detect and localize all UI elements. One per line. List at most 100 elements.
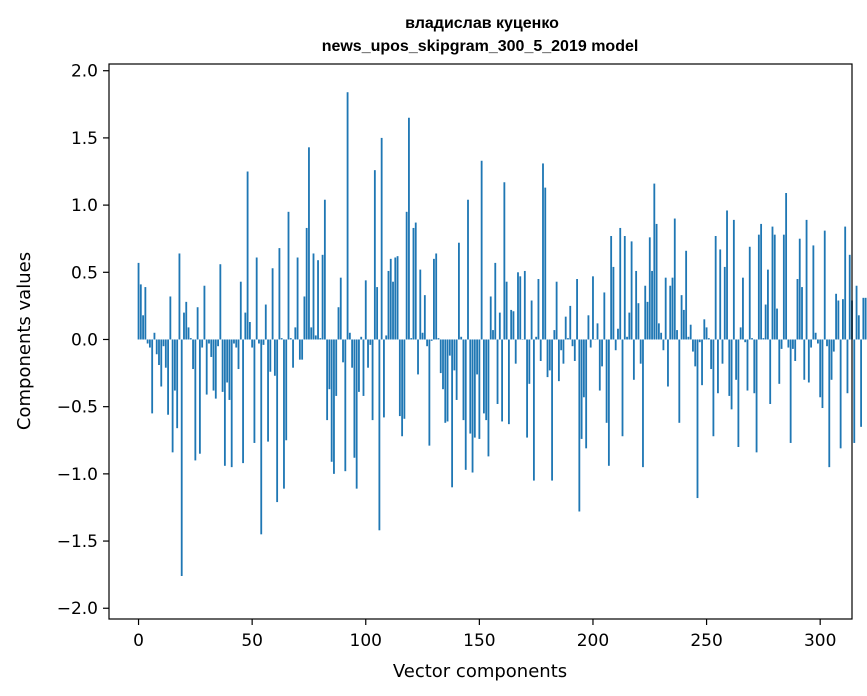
bar xyxy=(835,293,838,340)
bar xyxy=(289,338,292,340)
bar xyxy=(173,339,176,391)
bar xyxy=(805,219,808,340)
bars-group xyxy=(137,92,867,576)
bar xyxy=(326,339,329,421)
y-tick-label: 0.5 xyxy=(71,263,98,283)
y-tick-label: 2.0 xyxy=(71,62,98,82)
bar xyxy=(196,307,199,340)
bar xyxy=(773,234,776,340)
bar xyxy=(603,292,606,340)
bar xyxy=(721,339,724,364)
bar xyxy=(317,260,319,340)
y-tick-label: 1.5 xyxy=(71,129,98,149)
bar xyxy=(419,269,422,340)
bar xyxy=(489,296,492,340)
bar xyxy=(837,300,840,340)
bar xyxy=(203,285,206,340)
bar xyxy=(755,339,758,453)
bar xyxy=(426,339,429,347)
bar xyxy=(846,339,849,394)
bar xyxy=(387,270,390,340)
bar xyxy=(267,339,269,442)
bar xyxy=(769,339,772,404)
bar xyxy=(310,327,313,340)
bar xyxy=(560,339,563,351)
bar xyxy=(860,339,862,427)
bar xyxy=(569,305,572,340)
bar xyxy=(421,332,424,340)
bar xyxy=(771,226,774,340)
bar xyxy=(153,332,156,340)
bar xyxy=(562,339,565,364)
bar xyxy=(864,297,867,340)
bar xyxy=(333,339,335,474)
bar xyxy=(308,147,310,340)
bar xyxy=(264,304,267,340)
bar xyxy=(337,307,340,340)
bar xyxy=(223,339,226,466)
x-axis-label: Vector components xyxy=(393,661,567,682)
bar xyxy=(451,339,454,488)
bar xyxy=(780,339,783,349)
bar xyxy=(142,315,144,340)
bar xyxy=(205,339,208,395)
bar xyxy=(498,312,501,340)
bar xyxy=(342,339,344,363)
bar xyxy=(492,330,494,340)
bar xyxy=(144,287,147,340)
bar xyxy=(667,339,669,387)
bar xyxy=(735,339,738,380)
bar xyxy=(580,339,583,439)
bar xyxy=(480,160,483,340)
chart-subtitle: news_upos_skipgram_300_5_2019 model xyxy=(322,38,639,55)
bar xyxy=(246,171,249,340)
bar xyxy=(517,272,519,340)
bar xyxy=(505,281,508,340)
bar xyxy=(862,297,865,340)
bar xyxy=(719,249,722,340)
bar xyxy=(814,332,817,340)
x-tick-label: 150 xyxy=(463,631,495,651)
bar xyxy=(760,223,763,340)
x-tick-label: 200 xyxy=(577,631,609,651)
bar xyxy=(628,312,631,340)
bar xyxy=(582,339,585,398)
bar xyxy=(692,339,694,352)
bar xyxy=(210,339,213,357)
bar xyxy=(592,276,594,340)
bar xyxy=(467,199,469,340)
bar xyxy=(823,230,826,340)
bar xyxy=(185,301,188,340)
bar xyxy=(619,227,622,340)
bar xyxy=(698,339,701,343)
bar xyxy=(742,277,744,340)
bar xyxy=(532,339,535,481)
bar xyxy=(208,339,210,344)
bar xyxy=(537,279,540,340)
bar xyxy=(596,323,599,340)
bar xyxy=(767,269,769,340)
y-tick-label: 0.0 xyxy=(71,330,98,350)
bar xyxy=(394,257,397,340)
x-tick-label: 50 xyxy=(241,631,263,651)
bar xyxy=(151,339,154,414)
bar xyxy=(732,219,735,340)
bar xyxy=(551,339,553,481)
bar xyxy=(483,339,485,414)
bar xyxy=(401,339,404,437)
bar xyxy=(510,309,513,340)
bar xyxy=(258,339,260,344)
bar xyxy=(321,254,324,340)
bar xyxy=(535,336,538,340)
y-axis: −2.0 −1.5 −1.0 −0.5 0.0 0.5 1.0 1.5 2.0 xyxy=(57,62,109,619)
bar xyxy=(739,327,742,340)
bar xyxy=(294,327,297,340)
bar xyxy=(198,339,201,454)
bar xyxy=(348,332,351,340)
bar xyxy=(473,339,476,438)
bar xyxy=(607,339,610,466)
bar xyxy=(601,339,603,367)
bar xyxy=(710,339,713,370)
bar xyxy=(576,279,578,340)
bar xyxy=(460,336,463,340)
